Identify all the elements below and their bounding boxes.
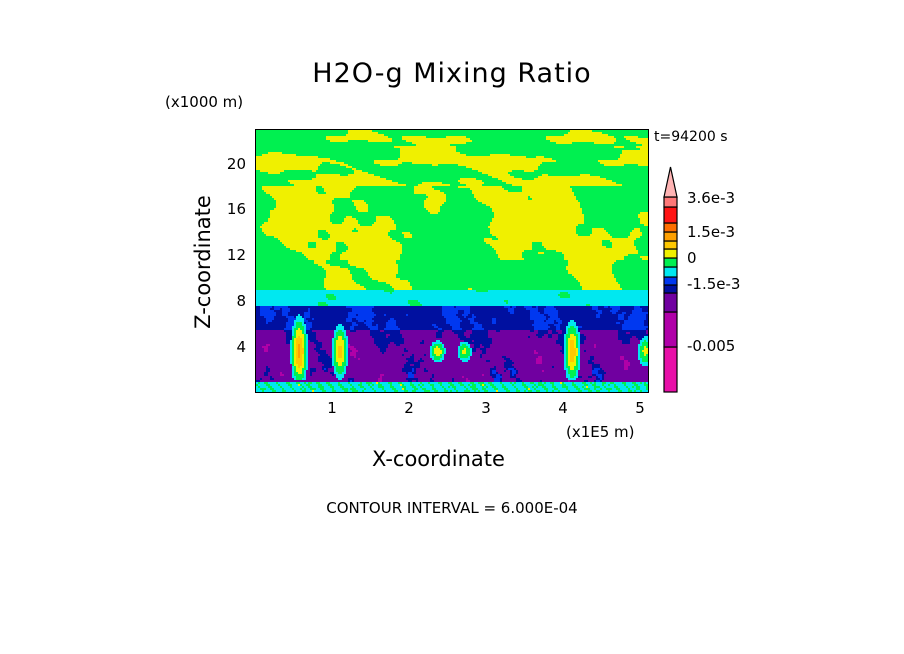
- x-tick-label: 3: [481, 399, 491, 417]
- colorbar-segment: [663, 311, 678, 348]
- y-tick-label: 20: [226, 155, 246, 173]
- chart-title: H2O-g Mixing Ratio: [312, 58, 592, 89]
- x-tick-label: 2: [404, 399, 414, 417]
- colorbar-label: 3.6e-3: [687, 189, 736, 207]
- colorbar: [663, 166, 678, 393]
- y-tick-label: 4: [236, 338, 246, 356]
- colorbar-label: 0: [687, 249, 697, 267]
- y-axis-label: Z-coordinate: [191, 195, 215, 329]
- x-tick-label: 4: [558, 399, 568, 417]
- colorbar-label: 1.5e-3: [687, 223, 736, 241]
- colorbar-label: -1.5e-3: [687, 275, 741, 293]
- x-tick-label: 1: [327, 399, 337, 417]
- colorbar-segment: [663, 222, 678, 233]
- colorbar-segment: [663, 276, 678, 286]
- x-tick-label: 5: [635, 399, 645, 417]
- y-axis-unit: (x1000 m): [165, 93, 244, 111]
- colorbar-segment: [663, 257, 678, 268]
- colorbar-segment: [663, 248, 678, 259]
- colorbar-segment: [663, 292, 678, 313]
- time-label: t=94200 s: [654, 129, 728, 145]
- y-tick-label: 8: [236, 292, 246, 310]
- colorbar-label: -0.005: [687, 337, 736, 355]
- colorbar-segment: [663, 266, 678, 278]
- colorbar-segment: [663, 206, 678, 224]
- y-tick-label: 16: [226, 200, 246, 218]
- y-tick-label: 12: [226, 246, 246, 264]
- colorbar-segment: [663, 240, 678, 250]
- contour-interval-label: CONTOUR INTERVAL = 6.000E-04: [326, 499, 578, 517]
- colorbar-segment: [663, 231, 678, 242]
- x-axis-unit: (x1E5 m): [566, 423, 635, 441]
- colorbar-extend-triangle: [663, 166, 678, 198]
- x-axis-label: X-coordinate: [372, 447, 505, 471]
- colorbar-segment: [663, 284, 678, 294]
- colorbar-segment: [663, 196, 678, 208]
- contour-field: [256, 130, 648, 392]
- colorbar-segment: [663, 346, 678, 393]
